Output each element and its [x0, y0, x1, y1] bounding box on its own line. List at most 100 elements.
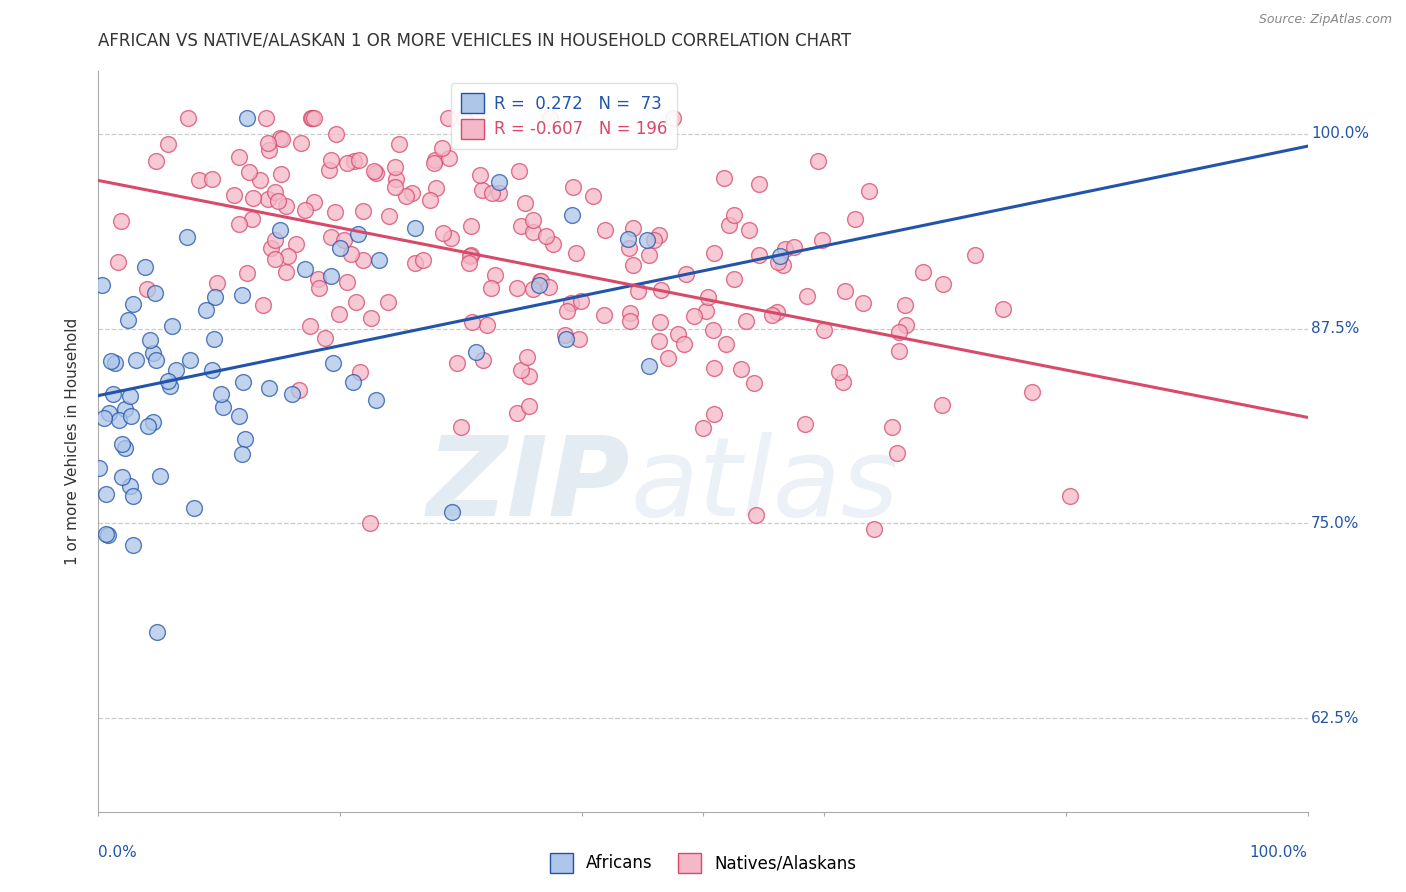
Point [142, 415, 165, 429]
Point [134, 260, 156, 274]
Point [488, 175, 510, 189]
Point [259, 241, 281, 255]
Point [561, 208, 583, 222]
Y-axis label: 1 or more Vehicles in Household: 1 or more Vehicles in Household [65, 318, 80, 566]
Point [682, 309, 704, 323]
Point [264, 252, 287, 267]
Point [703, 245, 725, 260]
Point [125, 353, 148, 368]
Point [880, 419, 903, 434]
Point [554, 332, 576, 346]
Point [231, 288, 253, 302]
Point [270, 167, 292, 181]
Point [453, 111, 475, 125]
Point [458, 250, 481, 264]
Point [188, 173, 211, 187]
Point [209, 387, 232, 401]
Point [263, 186, 285, 200]
Point [111, 469, 134, 483]
Point [364, 392, 387, 407]
Point [231, 447, 253, 461]
Point [827, 365, 849, 379]
Point [834, 284, 856, 298]
Point [517, 400, 540, 414]
Point [298, 318, 321, 333]
Point [510, 219, 533, 233]
Point [782, 240, 804, 254]
Point [412, 252, 434, 267]
Point [299, 111, 322, 125]
Point [810, 233, 832, 247]
Point [638, 248, 661, 262]
Point [318, 162, 340, 177]
Point [626, 284, 648, 298]
Point [703, 361, 725, 376]
Point [363, 164, 385, 178]
Point [249, 173, 271, 187]
Point [517, 368, 540, 383]
Point [534, 228, 557, 243]
Text: 100.0%: 100.0% [1250, 845, 1308, 860]
Text: atlas: atlas [630, 433, 898, 540]
Point [446, 356, 468, 370]
Point [146, 624, 169, 639]
Point [177, 111, 200, 125]
Point [554, 328, 576, 343]
Point [619, 314, 641, 328]
Point [97, 527, 120, 541]
Point [522, 282, 544, 296]
Point [135, 282, 157, 296]
Point [619, 241, 641, 255]
Point [235, 266, 257, 280]
Point [165, 363, 187, 377]
Point [530, 274, 553, 288]
Point [319, 153, 342, 168]
Point [328, 307, 350, 321]
Point [766, 304, 789, 318]
Point [388, 136, 411, 151]
Point [886, 446, 908, 460]
Point [359, 516, 381, 531]
Point [460, 315, 482, 329]
Point [333, 233, 356, 247]
Point [122, 297, 145, 311]
Point [323, 205, 346, 219]
Point [796, 289, 818, 303]
Point [734, 314, 756, 328]
Point [672, 337, 695, 351]
Point [111, 437, 134, 451]
Point [325, 127, 347, 141]
Point [963, 248, 986, 262]
Point [555, 303, 578, 318]
Point [141, 345, 163, 359]
Point [479, 281, 502, 295]
Text: Source: ZipAtlas.com: Source: ZipAtlas.com [1258, 13, 1392, 27]
Point [650, 283, 672, 297]
Point [107, 255, 129, 269]
Point [657, 351, 679, 365]
Point [269, 130, 291, 145]
Point [364, 166, 387, 180]
Point [263, 233, 285, 247]
Point [565, 246, 588, 260]
Point [228, 217, 250, 231]
Point [844, 211, 866, 226]
Point [238, 165, 260, 179]
Point [277, 249, 299, 263]
Point [284, 236, 307, 251]
Point [395, 189, 418, 203]
Point [179, 353, 201, 368]
Point [281, 387, 304, 401]
Point [481, 186, 503, 201]
Point [329, 241, 352, 255]
Point [636, 233, 658, 247]
Point [648, 315, 671, 329]
Point [294, 202, 316, 217]
Point [513, 195, 536, 210]
Point [863, 522, 886, 536]
Point [290, 136, 312, 150]
Text: 0.0%: 0.0% [98, 845, 138, 860]
Point [93, 411, 115, 425]
Point [319, 229, 342, 244]
Point [430, 140, 453, 154]
